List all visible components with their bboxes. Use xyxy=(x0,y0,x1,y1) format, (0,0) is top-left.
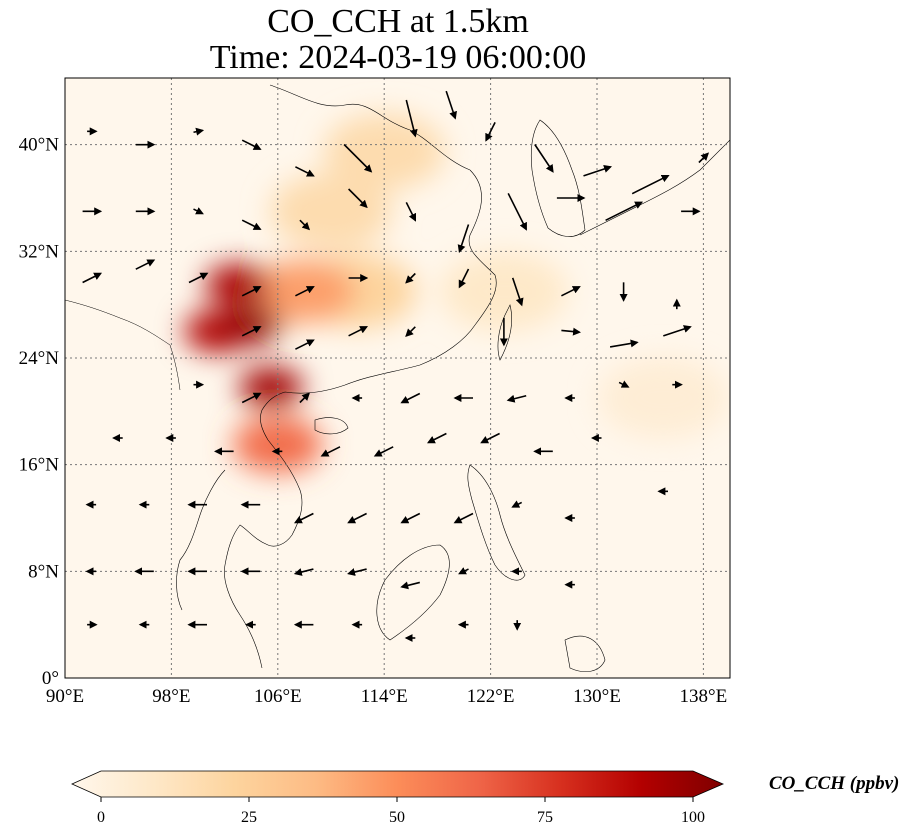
wind-arrow xyxy=(405,99,418,138)
wind-arrow xyxy=(605,201,644,222)
co-plume xyxy=(205,264,271,306)
latitude-tick-labels: 0° 8°N 16°N 24°N 32°N 40°N xyxy=(19,135,60,689)
wind-arrow xyxy=(458,268,470,289)
plot-time-subtitle: Time: 2024-03-19 06:00:00 xyxy=(209,39,587,76)
wind-vectors xyxy=(82,90,710,642)
wind-arrow xyxy=(445,90,457,120)
colorbar-gradient xyxy=(71,770,725,798)
wind-arrow xyxy=(698,152,710,164)
wind-arrow xyxy=(457,224,470,254)
wind-arrow xyxy=(135,259,156,270)
co-plume xyxy=(439,251,568,332)
wind-arrow xyxy=(193,207,204,215)
wind-arrow xyxy=(400,392,421,404)
lon-tick-label: 98°E xyxy=(152,686,190,707)
wind-arrow xyxy=(561,286,581,297)
wind-arrow xyxy=(373,446,394,457)
wind-arrow xyxy=(293,512,314,524)
wind-arrow xyxy=(400,512,421,524)
wind-arrow xyxy=(348,188,368,209)
wind-arrow xyxy=(299,392,311,404)
wind-arrow xyxy=(663,325,692,337)
lat-tick-label: 32°N xyxy=(19,241,60,262)
wind-arrow xyxy=(295,286,315,297)
wind-arrow xyxy=(295,339,315,350)
colorbar-tick-label: 100 xyxy=(681,809,705,826)
lon-tick-label: 106°E xyxy=(254,686,302,707)
wind-arrow xyxy=(583,165,613,177)
lat-tick-label: 0° xyxy=(42,668,59,689)
wind-arrow xyxy=(241,326,262,337)
wind-arrow xyxy=(241,219,262,230)
co-plume xyxy=(270,173,392,250)
wind-arrow xyxy=(506,394,527,403)
wind-arrow xyxy=(458,567,469,575)
lat-tick-label: 8°N xyxy=(28,561,59,582)
wind-arrow xyxy=(453,512,474,524)
lat-tick-label: 40°N xyxy=(19,135,60,156)
wind-arrow xyxy=(511,500,523,508)
wind-arrow xyxy=(188,272,209,284)
colorbar-title: CO_CCH (ppbv) xyxy=(769,773,899,794)
wind-arrow xyxy=(241,286,262,297)
wind-arrow xyxy=(561,327,581,336)
longitude-tick-labels: 90°E 98°E 106°E 114°E 122°E 130°E 138°E xyxy=(46,686,727,707)
colorbar-tick-label: 75 xyxy=(537,809,553,826)
wind-arrow xyxy=(299,219,311,231)
wind-arrow xyxy=(511,277,524,307)
lat-tick-label: 24°N xyxy=(19,348,60,369)
wind-arrow xyxy=(405,326,416,337)
wind-arrow xyxy=(320,446,341,457)
co-plume xyxy=(597,357,730,439)
lat-tick-label: 16°N xyxy=(19,455,60,476)
wind-arrow xyxy=(631,174,670,195)
map-axes xyxy=(64,77,731,679)
wind-arrow xyxy=(347,512,367,524)
lon-tick-label: 90°E xyxy=(46,686,84,707)
wind-arrow xyxy=(241,392,262,404)
lon-tick-label: 114°E xyxy=(361,686,408,707)
colorbar: 0 25 50 75 100 CO_CCH (ppbv) xyxy=(71,770,899,826)
map-frame xyxy=(64,77,731,679)
wind-arrow xyxy=(193,127,205,136)
colorbar-tick-label: 50 xyxy=(389,809,405,826)
wind-arrow xyxy=(348,326,369,337)
wind-arrow xyxy=(485,121,496,142)
wind-arrow xyxy=(400,581,420,590)
lon-tick-label: 122°E xyxy=(467,686,515,707)
lat-lon-gridlines xyxy=(65,78,730,678)
colorbar-tick-label: 25 xyxy=(241,809,257,826)
plot-title: CO_CCH at 1.5km xyxy=(267,3,529,40)
wind-arrow xyxy=(343,143,373,173)
wind-arrow xyxy=(241,139,262,150)
wind-arrow xyxy=(347,568,367,576)
colorbar-ticks: 0 25 50 75 100 xyxy=(97,797,705,826)
wind-arrow xyxy=(405,272,416,284)
coastlines xyxy=(65,84,730,673)
wind-arrow xyxy=(293,568,314,576)
lon-tick-label: 130°E xyxy=(573,686,621,707)
wind-arrow xyxy=(480,432,500,444)
wind-arrow xyxy=(618,380,630,388)
wind-arrow xyxy=(82,272,103,284)
co-plume xyxy=(239,367,304,408)
wind-arrow xyxy=(295,166,315,177)
wind-arrow xyxy=(507,192,527,231)
wind-arrow xyxy=(426,432,447,444)
wind-arrow xyxy=(534,144,554,173)
lon-tick-label: 138°E xyxy=(680,686,728,707)
wind-arrow xyxy=(405,201,417,222)
co-plume xyxy=(220,305,282,344)
wind-arrow xyxy=(609,339,639,348)
colorbar-tick-label: 0 xyxy=(97,809,105,826)
